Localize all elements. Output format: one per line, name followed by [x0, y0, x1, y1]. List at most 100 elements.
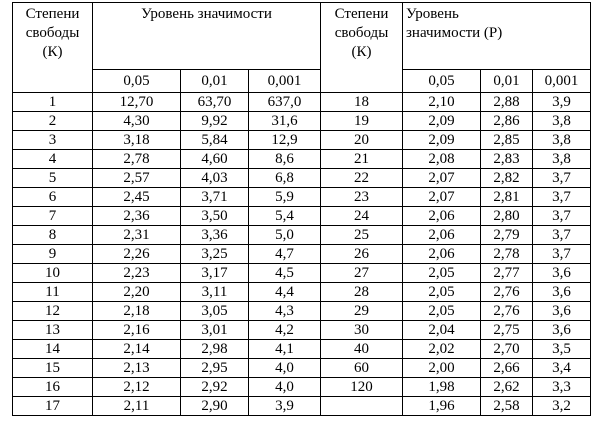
table-cell: 3,7 — [532, 206, 591, 226]
table-cell: 2,14 — [92, 339, 181, 359]
table-cell: 4,0 — [248, 377, 321, 397]
table-cell: 4,7 — [248, 244, 321, 264]
table-cell: 3,11 — [180, 282, 249, 302]
table-cell: 4,03 — [180, 168, 249, 188]
table-cell: 2,09 — [402, 111, 481, 131]
table-cell: 2,95 — [180, 358, 249, 378]
table-cell: 3,6 — [532, 263, 591, 283]
table-cell: 1,96 — [402, 396, 481, 416]
subheader-cell: 0,05 — [402, 69, 481, 93]
table-cell: 3,7 — [532, 244, 591, 264]
table-cell: 2,07 — [402, 168, 481, 188]
subheader-cell: 0,001 — [532, 69, 591, 93]
table-row: 4 2,78 4,60 8,6 21 2,08 2,83 3,8 — [12, 149, 591, 169]
table-row: 9 2,26 3,25 4,7 26 2,06 2,78 3,7 — [12, 244, 591, 264]
table-cell: 3,4 — [532, 358, 591, 378]
table-cell: 3,9 — [532, 92, 591, 112]
table-cell: 3,17 — [180, 263, 249, 283]
table-cell: 3,18 — [92, 130, 181, 150]
table-cell: 63,70 — [180, 92, 249, 112]
table-cell: 13 — [12, 320, 93, 340]
header-cell: Степени свободы (К) — [12, 2, 93, 93]
table-cell: 20 — [320, 130, 403, 150]
table-cell: 4 — [12, 149, 93, 169]
table-cell: 5,4 — [248, 206, 321, 226]
subheader-cell: 0,01 — [480, 69, 533, 93]
table-cell: 29 — [320, 301, 403, 321]
table-row: 1 12,70 63,70 637,0 18 2,10 2,88 3,9 — [12, 92, 591, 112]
table-row: 6 2,45 3,71 5,9 23 2,07 2,81 3,7 — [12, 187, 591, 207]
table-cell: 2,16 — [92, 320, 181, 340]
table-cell: 31,6 — [248, 111, 321, 131]
table-cell — [320, 396, 403, 416]
table-cell: 2,20 — [92, 282, 181, 302]
table-cell: 2,83 — [480, 149, 533, 169]
table-cell: 3,7 — [532, 187, 591, 207]
table-cell: 4,2 — [248, 320, 321, 340]
table-cell: 3,6 — [532, 301, 591, 321]
table-cell: 3,6 — [532, 320, 591, 340]
table-cell: 2,98 — [180, 339, 249, 359]
table-cell: 4,1 — [248, 339, 321, 359]
table-cell: 2,07 — [402, 187, 481, 207]
table-row: 7 2,36 3,50 5,4 24 2,06 2,80 3,7 — [12, 206, 591, 226]
table-cell: 1 — [12, 92, 93, 112]
table-row: 2 4,30 9,92 31,6 19 2,09 2,86 3,8 — [12, 111, 591, 131]
table-cell: 12 — [12, 301, 93, 321]
table-cell: 5,9 — [248, 187, 321, 207]
table-cell: 2,05 — [402, 301, 481, 321]
table-cell: 3,50 — [180, 206, 249, 226]
table-cell: 30 — [320, 320, 403, 340]
table-cell: 4,5 — [248, 263, 321, 283]
header-cell: Уровень значимости (Р) — [402, 2, 591, 70]
table-cell: 3,8 — [532, 111, 591, 131]
table-cell: 2,13 — [92, 358, 181, 378]
table-cell: 2,02 — [402, 339, 481, 359]
table-row: 14 2,14 2,98 4,1 40 2,02 2,70 3,5 — [12, 339, 591, 359]
table-cell: 27 — [320, 263, 403, 283]
table-cell: 2,06 — [402, 225, 481, 245]
table-cell: 5,0 — [248, 225, 321, 245]
table-body: 1 12,70 63,70 637,0 18 2,10 2,88 3,9 2 4,30 9,92 31… — [12, 92, 591, 416]
table-cell: 3,5 — [532, 339, 591, 359]
table-cell: 3,25 — [180, 244, 249, 264]
table-cell: 2,76 — [480, 282, 533, 302]
table-cell: 2,05 — [402, 263, 481, 283]
table-cell: 3,8 — [532, 130, 591, 150]
table-cell: 120 — [320, 377, 403, 397]
table-cell: 9 — [12, 244, 93, 264]
table-cell: 2,36 — [92, 206, 181, 226]
table-cell: 23 — [320, 187, 403, 207]
table-cell: 2,81 — [480, 187, 533, 207]
table-cell: 6 — [12, 187, 93, 207]
header-cell: Уровень значимости — [92, 2, 321, 70]
table-cell: 22 — [320, 168, 403, 188]
table-cell: 4,60 — [180, 149, 249, 169]
table-cell: 3,7 — [532, 225, 591, 245]
table-cell: 3,8 — [532, 149, 591, 169]
table-cell: 3,2 — [532, 396, 591, 416]
table-cell: 2,06 — [402, 244, 481, 264]
table-cell: 2,66 — [480, 358, 533, 378]
table-cell: 2,26 — [92, 244, 181, 264]
table-cell: 2,85 — [480, 130, 533, 150]
table-cell: 5,84 — [180, 130, 249, 150]
table-row: 11 2,20 3,11 4,4 28 2,05 2,76 3,6 — [12, 282, 591, 302]
table-cell: 40 — [320, 339, 403, 359]
table-cell: 2,80 — [480, 206, 533, 226]
table-cell: 8 — [12, 225, 93, 245]
table-cell: 2,75 — [480, 320, 533, 340]
table-cell: 2,08 — [402, 149, 481, 169]
table-cell: 2,77 — [480, 263, 533, 283]
table-row: 13 2,16 3,01 4,2 30 2,04 2,75 3,6 — [12, 320, 591, 340]
table-cell: 2,76 — [480, 301, 533, 321]
subheader-cell: 0,01 — [180, 69, 249, 93]
table-cell: 17 — [12, 396, 93, 416]
table-cell: 2,18 — [92, 301, 181, 321]
table-cell: 2,04 — [402, 320, 481, 340]
table-cell: 4,3 — [248, 301, 321, 321]
table-cell: 3 — [12, 130, 93, 150]
table-cell: 3,9 — [248, 396, 321, 416]
table-cell: 2,62 — [480, 377, 533, 397]
